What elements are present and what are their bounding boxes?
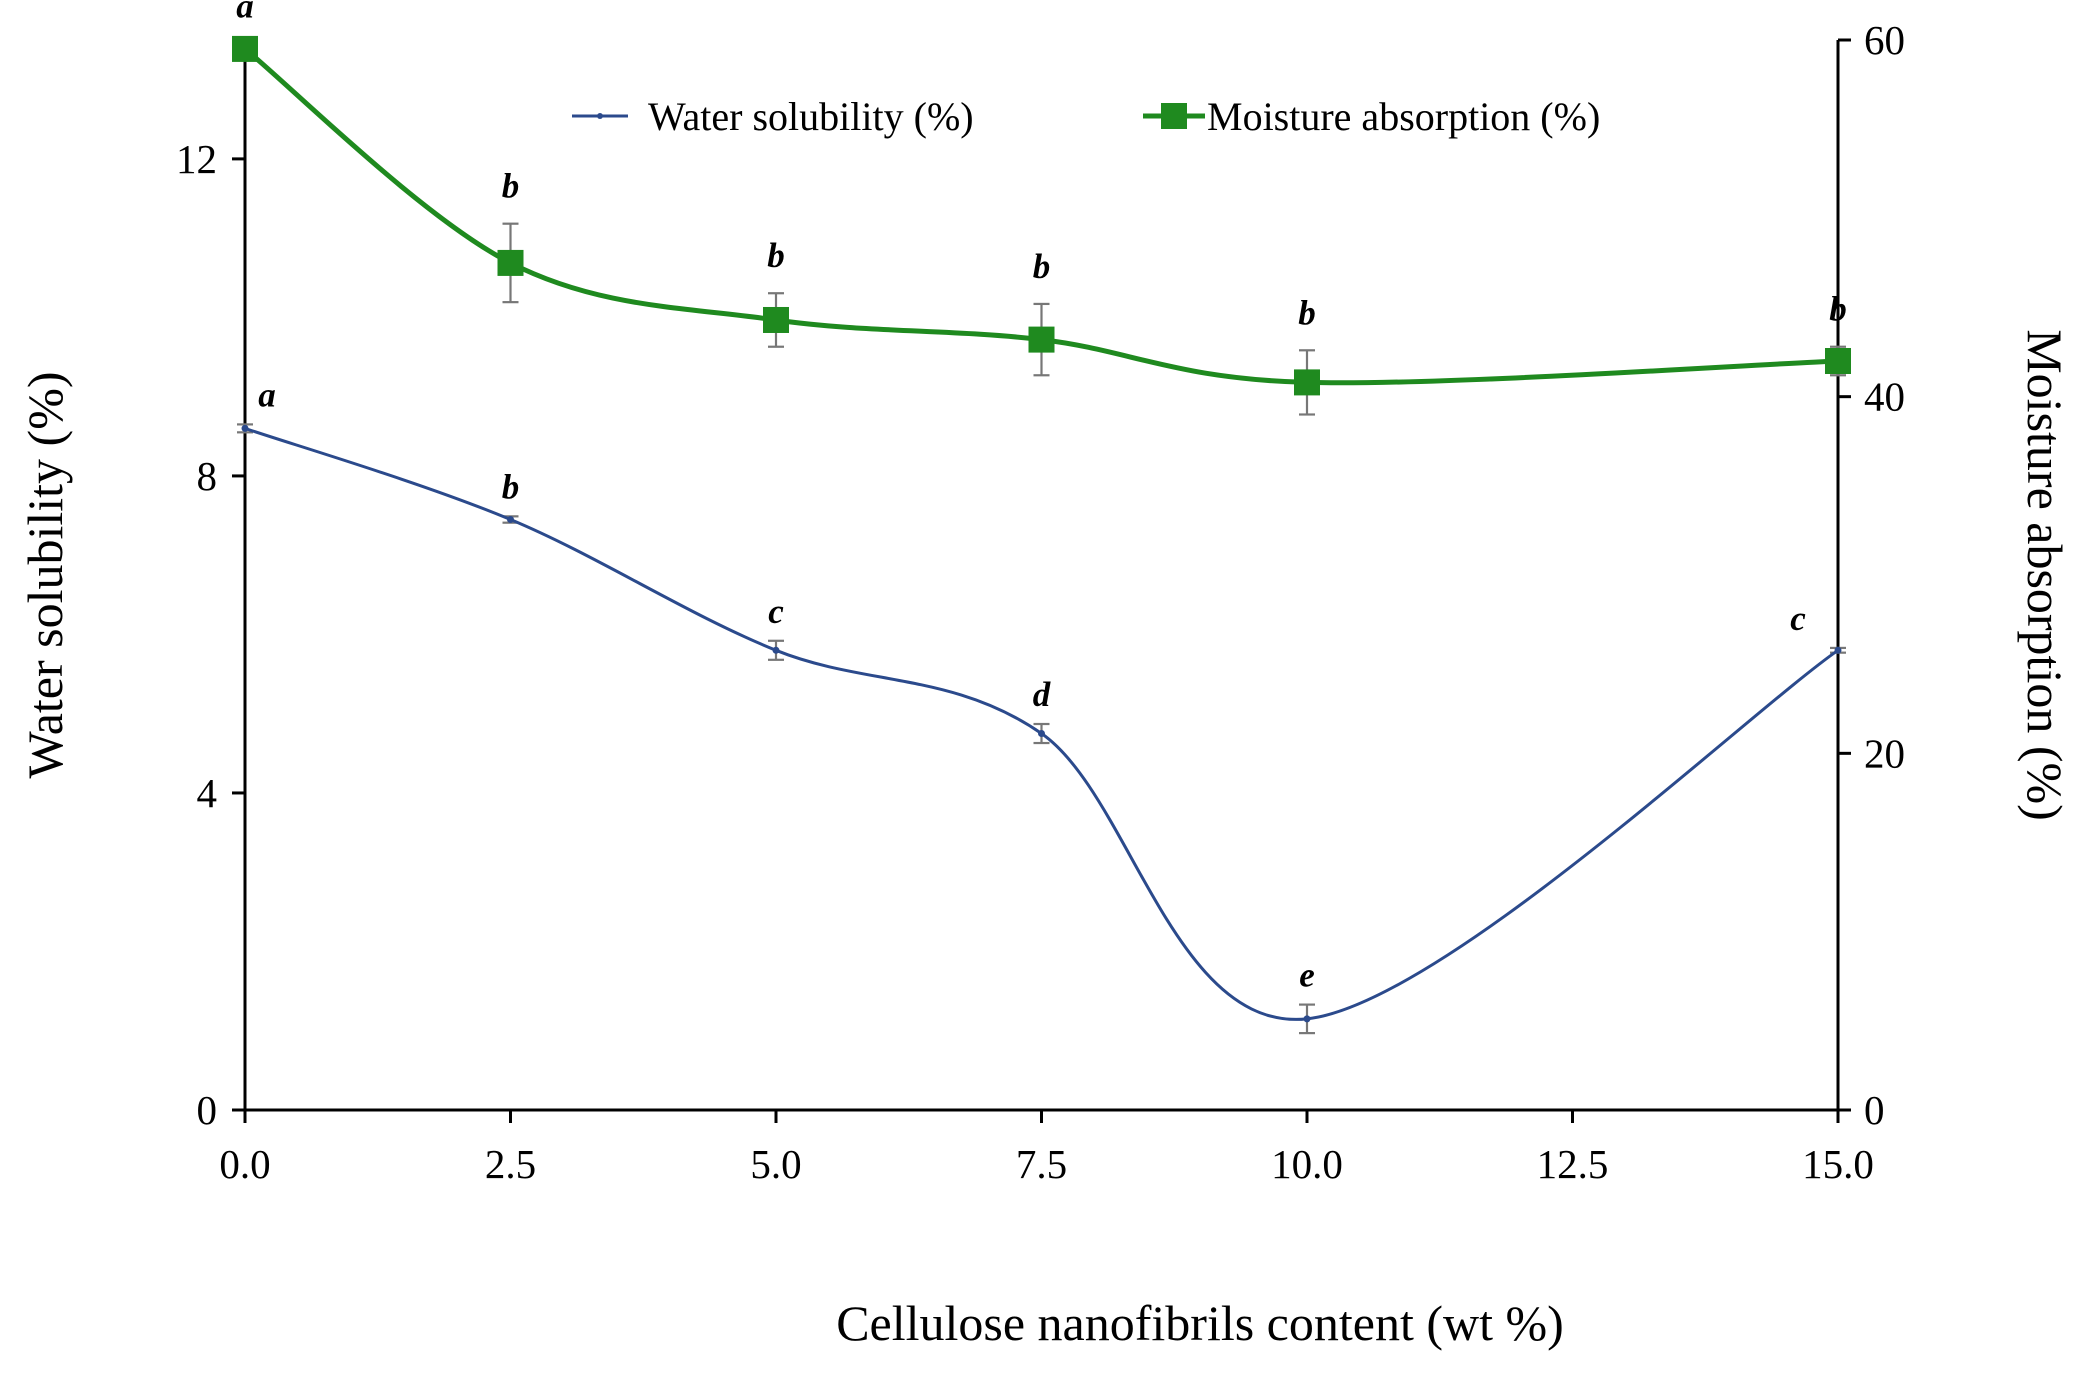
x-axis-title: Cellulose nanofibrils content (wt %): [836, 1295, 1564, 1351]
y-axis-right-title: Moisture absorption (%): [2017, 329, 2073, 821]
legend-water-solubility-marker: [597, 113, 603, 119]
moisture-absorption-point: [1825, 348, 1851, 374]
x-tick-label: 12.5: [1537, 1141, 1609, 1187]
legend: Water solubility (%) Moisture absorption…: [572, 94, 1600, 139]
x-tick-label: 7.5: [1016, 1141, 1067, 1187]
y-left-tick-label: 4: [197, 770, 218, 816]
moisture-absorption-significance-letter: a: [236, 0, 254, 26]
moisture-absorption-significance-letter: b: [502, 167, 520, 206]
x-tick-label: 5.0: [750, 1141, 801, 1187]
water-solubility-point: [241, 424, 249, 432]
water-solubility-point: [1834, 646, 1842, 654]
moisture-absorption-significance-letter: b: [1033, 247, 1051, 286]
x-tick-label: 0.0: [219, 1141, 270, 1187]
y-right-tick-label: 60: [1864, 17, 1905, 63]
y-axis-right-ticks: 0 20 40 60: [1838, 17, 1905, 1133]
x-tick-label: 10.0: [1271, 1141, 1343, 1187]
y-axis-left-ticks: 0 4 8 12: [176, 136, 245, 1133]
series-water-solubility: a b c d e c: [237, 375, 1846, 1035]
y-right-tick-label: 40: [1864, 374, 1905, 420]
legend-moisture-absorption-marker: [1161, 103, 1187, 129]
series-moisture-absorption: a b b b b b: [232, 0, 1851, 416]
y-axis-left-title: Water solubility (%): [17, 372, 73, 779]
water-solubility-significance-letter: c: [768, 592, 784, 631]
water-solubility-significance-letter: a: [258, 375, 276, 414]
moisture-absorption-point: [232, 35, 258, 62]
legend-water-solubility-label: Water solubility (%): [648, 94, 974, 139]
x-axis-ticks: 0.0 2.5 5.0 7.5 10.0 12.5 15.0: [219, 1110, 1874, 1187]
water-solubility-significance-letter: c: [1790, 599, 1806, 638]
legend-moisture-absorption-label: Moisture absorption (%): [1207, 94, 1600, 139]
moisture-absorption-significance-letter: b: [1829, 290, 1847, 329]
water-solubility-significance-letter: b: [502, 467, 520, 506]
y-right-tick-label: 20: [1864, 730, 1905, 776]
moisture-absorption-significance-letter: b: [1298, 293, 1316, 332]
y-left-tick-label: 0: [197, 1087, 218, 1133]
moisture-absorption-point: [497, 249, 524, 276]
moisture-absorption-point: [763, 306, 789, 333]
water-solubility-point: [1303, 1015, 1311, 1023]
moisture-absorption-point: [1294, 369, 1320, 396]
moisture-absorption-point: [1028, 326, 1055, 353]
moisture-absorption-significance-letter: b: [767, 236, 785, 275]
y-right-tick-label: 0: [1864, 1087, 1885, 1133]
water-solubility-point: [772, 646, 780, 654]
water-solubility-point: [1038, 730, 1045, 738]
series-layer: a b c d e c a b b b b b: [232, 0, 1851, 1035]
water-solubility-point: [507, 516, 514, 524]
x-tick-label: 2.5: [485, 1141, 536, 1187]
x-tick-label: 15.0: [1802, 1141, 1874, 1187]
water-solubility-significance-letter: d: [1033, 675, 1051, 714]
y-left-tick-label: 12: [176, 136, 217, 182]
moisture-absorption-line: [243, 46, 1839, 386]
water-solubility-significance-letter: e: [1299, 956, 1315, 995]
y-left-tick-label: 8: [197, 453, 218, 499]
